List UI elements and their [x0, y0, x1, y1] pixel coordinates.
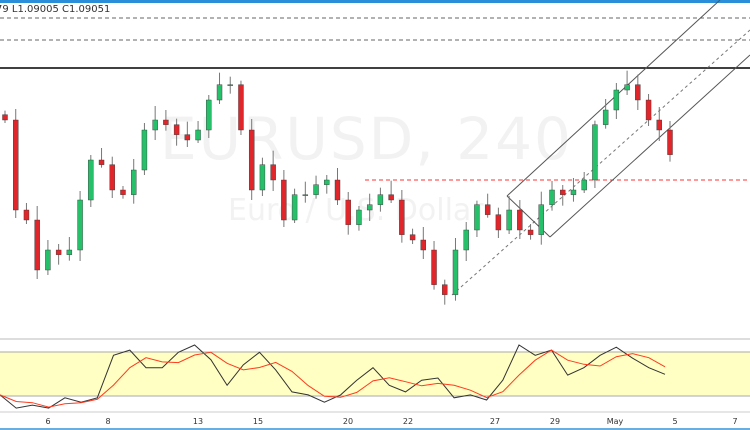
- candle-down: [120, 189, 126, 195]
- candle-down: [399, 199, 405, 235]
- candle-up: [549, 189, 555, 205]
- candle-down: [495, 214, 502, 231]
- candle-down: [184, 134, 191, 141]
- candle-down: [163, 119, 169, 125]
- bottom-accent-bar: [0, 428, 750, 430]
- channel-middle: [451, 29, 750, 296]
- x-tick: 5: [672, 417, 678, 426]
- candle-down: [409, 234, 416, 241]
- candle-up: [506, 209, 512, 231]
- candle-up: [141, 129, 148, 171]
- candle-up: [324, 179, 330, 185]
- candle-up: [538, 204, 544, 235]
- x-tick: 13: [192, 417, 204, 426]
- candle-up: [602, 109, 609, 125]
- candle-down: [560, 189, 566, 195]
- x-tick: 22: [402, 417, 414, 426]
- x-tick: 15: [252, 417, 264, 426]
- x-tick: 6: [45, 417, 51, 426]
- candle-down: [667, 129, 673, 155]
- x-tick: 7: [732, 417, 738, 426]
- stoch-k-line: [0, 344, 666, 409]
- candle-up: [366, 204, 373, 211]
- candle-up: [206, 99, 212, 131]
- ohlc-readout: 79 L1.09005 C1.09051: [0, 4, 111, 15]
- candle-down: [420, 239, 427, 251]
- candle-down: [13, 119, 19, 211]
- candle-up: [377, 194, 384, 205]
- x-tick: 29: [549, 417, 561, 426]
- x-tick: 8: [105, 417, 111, 426]
- candle-down: [656, 119, 662, 131]
- candle-down: [645, 99, 652, 121]
- candle-up: [152, 119, 158, 131]
- candle-up: [452, 249, 459, 295]
- candle-down: [109, 164, 115, 191]
- candle-up: [474, 204, 480, 231]
- candle-up: [45, 249, 51, 271]
- candle-down: [55, 249, 62, 255]
- candle-up: [131, 169, 137, 195]
- candle-down: [345, 199, 351, 225]
- candles: [2, 70, 673, 305]
- watermark-name: Euro / U.S. Dollar: [228, 193, 484, 228]
- candle-down: [442, 284, 448, 295]
- candle-up: [570, 189, 577, 195]
- candle-up: [77, 199, 83, 251]
- candle-down: [635, 84, 641, 101]
- candle-up: [613, 89, 620, 111]
- candle-up: [592, 124, 598, 181]
- candle-up: [66, 249, 73, 255]
- candle-down: [238, 84, 244, 131]
- candle-up: [356, 209, 362, 225]
- candle-up: [291, 194, 298, 221]
- channel-upper: [506, 0, 721, 197]
- candle-up: [227, 84, 233, 86]
- candle-up: [302, 194, 309, 196]
- stoch-d-line: [0, 349, 666, 408]
- candle-down: [270, 164, 276, 181]
- watermark-symbol: EURUSD, 240: [160, 105, 573, 173]
- candle-down: [388, 194, 394, 201]
- top-accent-bar: [0, 0, 750, 3]
- candle-down: [334, 179, 341, 201]
- x-tick: 20: [342, 417, 354, 426]
- candle-up: [195, 129, 201, 141]
- candle-down: [281, 179, 287, 221]
- candle-up: [463, 229, 469, 251]
- candle-down: [34, 219, 40, 271]
- candle-down: [248, 129, 255, 191]
- candle-down: [23, 209, 30, 221]
- candle-down: [173, 124, 180, 135]
- candle-up: [216, 84, 223, 101]
- candle-down: [431, 249, 437, 285]
- candle-down: [527, 229, 534, 235]
- x-tick: 27: [489, 417, 501, 426]
- candle-up: [313, 184, 319, 195]
- stoch-band: [0, 352, 750, 396]
- stochastic: [0, 344, 666, 409]
- channel-lower: [549, 54, 750, 238]
- candle-up: [581, 179, 587, 191]
- candle-up: [259, 164, 266, 191]
- candle-up: [88, 159, 94, 201]
- x-tick: May: [606, 417, 624, 426]
- candle-down: [517, 209, 523, 231]
- candle-down: [484, 204, 491, 215]
- candle-down: [98, 159, 105, 165]
- candle-up: [624, 84, 630, 91]
- candle-down: [2, 114, 8, 121]
